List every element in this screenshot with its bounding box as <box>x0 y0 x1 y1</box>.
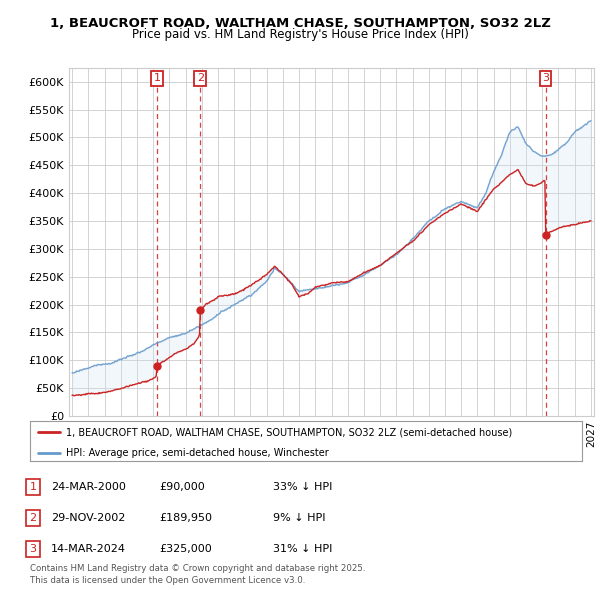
Text: 1: 1 <box>154 73 160 83</box>
Text: £90,000: £90,000 <box>159 482 205 491</box>
Text: 9% ↓ HPI: 9% ↓ HPI <box>273 513 325 523</box>
Text: 1: 1 <box>29 482 37 491</box>
Text: 31% ↓ HPI: 31% ↓ HPI <box>273 545 332 554</box>
Text: HPI: Average price, semi-detached house, Winchester: HPI: Average price, semi-detached house,… <box>66 448 329 458</box>
Text: 2: 2 <box>29 513 37 523</box>
Text: Price paid vs. HM Land Registry's House Price Index (HPI): Price paid vs. HM Land Registry's House … <box>131 28 469 41</box>
Text: 3: 3 <box>542 73 549 83</box>
Text: 2: 2 <box>197 73 204 83</box>
Text: 29-NOV-2002: 29-NOV-2002 <box>51 513 125 523</box>
Text: 14-MAR-2024: 14-MAR-2024 <box>51 545 126 554</box>
Text: £189,950: £189,950 <box>159 513 212 523</box>
Text: £325,000: £325,000 <box>159 545 212 554</box>
Text: 1, BEAUCROFT ROAD, WALTHAM CHASE, SOUTHAMPTON, SO32 2LZ: 1, BEAUCROFT ROAD, WALTHAM CHASE, SOUTHA… <box>50 17 550 30</box>
Text: Contains HM Land Registry data © Crown copyright and database right 2025.
This d: Contains HM Land Registry data © Crown c… <box>30 565 365 585</box>
Text: 1, BEAUCROFT ROAD, WALTHAM CHASE, SOUTHAMPTON, SO32 2LZ (semi-detached house): 1, BEAUCROFT ROAD, WALTHAM CHASE, SOUTHA… <box>66 428 512 438</box>
Text: 33% ↓ HPI: 33% ↓ HPI <box>273 482 332 491</box>
Text: 24-MAR-2000: 24-MAR-2000 <box>51 482 126 491</box>
Text: 3: 3 <box>29 545 37 554</box>
